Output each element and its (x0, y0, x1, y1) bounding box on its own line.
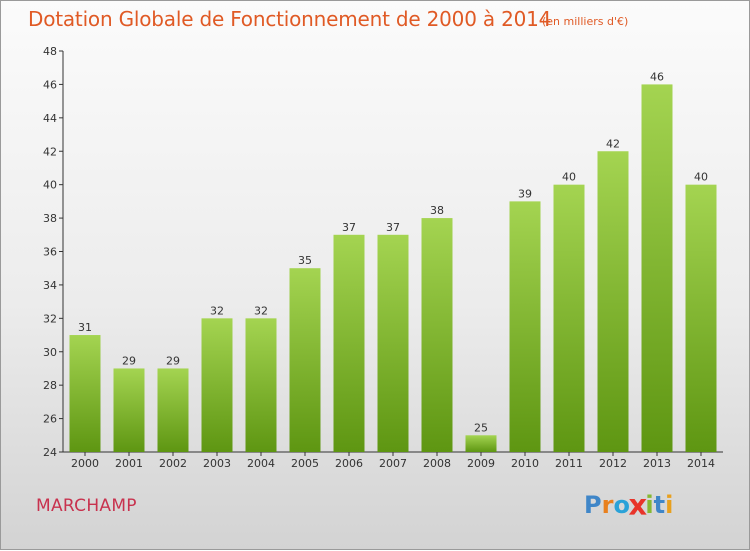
bar (333, 234, 365, 452)
x-tick-label: 2002 (159, 457, 187, 470)
y-tick-label: 36 (43, 246, 57, 259)
y-tick-label: 32 (43, 312, 57, 325)
bar (157, 368, 189, 452)
logo-letter: r (601, 491, 614, 519)
bar (421, 218, 453, 452)
x-tick-label: 2010 (511, 457, 539, 470)
x-tick-label: 2014 (687, 457, 715, 470)
bar (113, 368, 145, 452)
data-label: 29 (122, 354, 136, 367)
bar (201, 318, 233, 452)
x-tick-label: 2009 (467, 457, 495, 470)
y-tick-label: 26 (43, 413, 57, 426)
y-tick-label: 30 (43, 346, 57, 359)
x-tick-label: 2000 (71, 457, 99, 470)
data-label: 35 (298, 254, 312, 267)
data-label: 25 (474, 421, 488, 434)
bar (509, 201, 541, 452)
x-tick-label: 2001 (115, 457, 143, 470)
proxiti-logo: Proxiti (584, 488, 674, 522)
data-label: 32 (210, 304, 224, 317)
logo-letter: i (645, 491, 654, 519)
data-label: 40 (694, 171, 708, 184)
bar (245, 318, 277, 452)
bar (69, 335, 101, 452)
y-tick-label: 34 (43, 279, 57, 292)
data-label: 42 (606, 137, 620, 150)
logo-letter: i (665, 491, 674, 519)
x-tick-label: 2008 (423, 457, 451, 470)
x-tick-label: 2011 (555, 457, 583, 470)
data-label: 37 (386, 221, 400, 234)
x-tick-label: 2004 (247, 457, 275, 470)
y-tick-label: 24 (43, 446, 57, 459)
x-tick-label: 2012 (599, 457, 627, 470)
bar (685, 184, 717, 452)
logo-letter: o (613, 491, 630, 519)
data-label: 39 (518, 187, 532, 200)
y-tick-label: 48 (43, 45, 57, 58)
x-tick-label: 2013 (643, 457, 671, 470)
y-tick-label: 40 (43, 179, 57, 192)
logo-letter: t (653, 491, 666, 519)
bar (377, 234, 409, 452)
data-label: 31 (78, 321, 92, 334)
bar (597, 151, 629, 452)
x-tick-label: 2005 (291, 457, 319, 470)
bar (289, 268, 321, 452)
data-label: 38 (430, 204, 444, 217)
data-label: 40 (562, 171, 576, 184)
x-tick-label: 2003 (203, 457, 231, 470)
bar (553, 184, 585, 452)
bar (465, 435, 497, 452)
data-label: 29 (166, 354, 180, 367)
y-tick-label: 42 (43, 145, 57, 158)
logo-letter: P (584, 491, 602, 519)
y-tick-label: 38 (43, 212, 57, 225)
x-tick-label: 2007 (379, 457, 407, 470)
logo-letter: x (628, 488, 647, 522)
chart-subtitle: (en milliers d'€) (542, 15, 629, 28)
data-label: 46 (650, 70, 664, 83)
y-tick-label: 28 (43, 379, 57, 392)
bar (641, 84, 673, 453)
y-tick-label: 46 (43, 78, 57, 91)
data-label: 37 (342, 221, 356, 234)
y-tick-label: 44 (43, 112, 57, 125)
x-tick-label: 2006 (335, 457, 363, 470)
commune-name: MARCHAMP (36, 496, 137, 516)
data-label: 32 (254, 304, 268, 317)
chart-title: Dotation Globale de Fonctionnement de 20… (28, 7, 552, 31)
